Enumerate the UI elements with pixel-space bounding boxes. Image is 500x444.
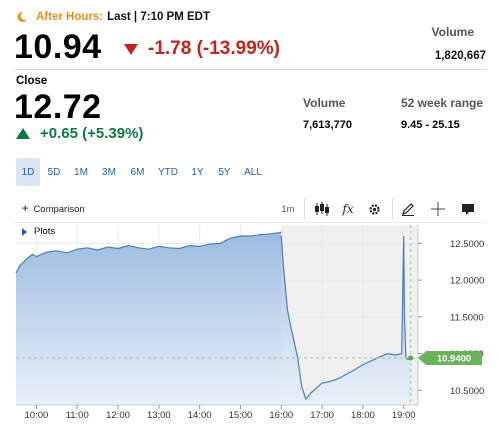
toolbar-divider [392,197,393,219]
x-tick-label: 13:00 [147,410,171,421]
y-tick-label: 12.0000 [450,276,484,287]
moon-icon [17,11,27,22]
after-hours-change: -1.78 (-13.99%) [124,38,280,60]
after-hours-volume-value: 1,820,667 [434,50,486,62]
down-arrow-icon [124,43,138,55]
x-tick-label: 14:00 [188,410,212,421]
series-area-after_hours [281,236,411,405]
week-range-value: 9.45 - 25.15 [401,119,460,131]
after-hours-volume-label: Volume [431,25,474,39]
last-value-dot [408,355,414,361]
tab-1m[interactable]: 1M [74,166,88,178]
up-arrow-icon [16,128,30,139]
comparison-button[interactable]: + Comparison [22,203,85,215]
y-tick-label: 10.5000 [450,386,484,397]
plots-label: Plots [34,226,56,237]
tab-1d[interactable]: 1D [16,158,40,186]
close-change: +0.65 (+5.39%) [16,125,143,142]
y-tick-label: 11.5000 [450,312,484,323]
close-change-value: +0.65 (+5.39%) [40,125,144,142]
period-tabs: 1D 5D 1M 3M 6M YTD 1Y 5Y ALL [16,158,268,186]
close-volume-value: 7,613,770 [303,119,352,131]
fx-icon[interactable]: fx [342,202,354,216]
after-hours-row: After Hours: Last | 7:10 PM EDT [16,11,210,23]
close-price: 12.72 [14,88,102,126]
x-tick-label: 17:00 [310,410,334,421]
tab-3m[interactable]: 3M [102,166,116,178]
week-range-label: 52 week range [401,96,484,110]
chart-toolbar: + Comparison 1m fx [14,195,486,223]
gear-icon[interactable] [364,199,384,219]
plus-icon: + [22,203,29,215]
x-tick-label: 10:00 [25,410,49,421]
tab-all[interactable]: ALL [244,166,262,178]
series-line-regular [15,231,282,274]
interval-selector[interactable]: 1m [281,203,295,215]
y-tick-label: 12.5000 [450,239,484,250]
close-volume-label: Volume [303,96,346,110]
x-tick-label: 15:00 [229,410,253,421]
after-hours-label: After Hours: [36,11,104,23]
comment-icon[interactable] [458,199,478,219]
close-label: Close [16,75,48,87]
after-hours-time: Last | 7:10 PM EDT [107,11,211,23]
toolbar-divider [304,197,305,219]
tab-6m[interactable]: 6M [130,166,145,178]
after-hours-change-value: -1.78 (-13.99%) [148,38,281,59]
x-tick-label: 12:00 [106,410,130,421]
crosshair-icon[interactable] [428,199,448,219]
series-line-after_hours [280,235,411,401]
candlestick-icon[interactable] [312,199,332,219]
comparison-label: Comparison [33,203,85,215]
series-area-regular [16,232,282,405]
x-tick-label: 18:00 [351,410,375,421]
after-hours-price: 10.94 [14,28,102,66]
last-value-badge [418,350,482,365]
last-value-label: 10.9400 [437,353,471,364]
header-divider [14,69,486,70]
pencil-icon[interactable] [398,199,418,219]
tab-5y[interactable]: 5Y [218,166,231,178]
tab-ytd[interactable]: YTD [158,166,178,178]
tab-5d[interactable]: 5D [47,166,61,178]
x-tick-label: 16:00 [269,410,293,421]
triangle-right-icon [22,227,27,236]
plots-toggle[interactable]: Plots [22,226,55,237]
x-tick-label: 19:00 [392,410,416,421]
x-tick-label: 11:00 [66,410,89,421]
tab-1y[interactable]: 1Y [191,166,204,178]
